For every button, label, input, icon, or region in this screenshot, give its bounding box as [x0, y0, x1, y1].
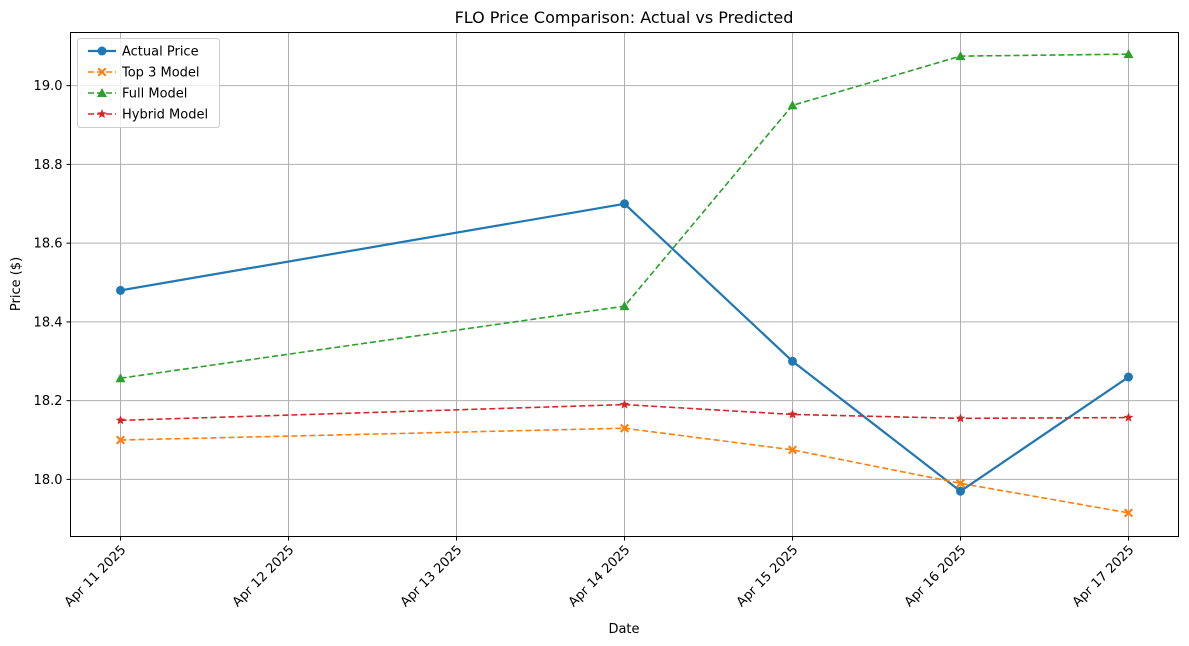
data-point	[619, 301, 630, 311]
y-tick-label: 18.6	[34, 237, 63, 252]
legend-swatch-marker	[97, 46, 107, 56]
data-point	[788, 356, 797, 366]
plot-frame	[70, 32, 1179, 537]
legend-entry: Top 3 Model	[121, 66, 200, 81]
data-point	[116, 285, 125, 295]
data-point	[115, 415, 126, 425]
data-point	[956, 478, 965, 488]
legend-swatch-marker	[97, 67, 107, 77]
data-point	[620, 423, 629, 433]
gridlines	[70, 32, 1179, 537]
y-tick-label: 18.2	[34, 394, 63, 409]
data-point	[1124, 508, 1133, 518]
series-group	[115, 49, 1134, 518]
data-point	[787, 409, 798, 419]
legend-swatch-marker	[97, 109, 107, 119]
data-point	[956, 486, 965, 496]
data-point	[955, 51, 966, 61]
legend-entry: Full Model	[122, 87, 187, 102]
data-point	[787, 100, 798, 110]
series-actual-price	[116, 199, 1133, 496]
data-point	[619, 399, 630, 409]
legend: Actual Price Top 3 Model Full Model Hybrid …	[77, 38, 220, 128]
legend-entry: Actual Price	[122, 45, 199, 60]
y-axis-label: Price ($)	[9, 257, 24, 311]
series-top-3-model	[116, 423, 1133, 518]
data-point	[1123, 412, 1134, 422]
x-axis-label: Date	[608, 622, 639, 637]
y-axis-ticks: 18.0 18.2 18.4 18.6 18.8 19.0	[34, 79, 71, 488]
series-line	[120, 427, 1129, 514]
data-point	[955, 413, 966, 423]
legend-entry: Hybrid Model	[122, 108, 208, 123]
legend-box	[77, 38, 220, 128]
data-point	[620, 199, 629, 209]
series-line	[120, 403, 1129, 422]
data-point	[115, 373, 126, 383]
data-point	[1124, 372, 1133, 382]
legend-swatch-marker	[97, 88, 107, 97]
data-point	[788, 445, 797, 455]
series-hybrid-model	[115, 399, 1134, 425]
y-tick-label: 18.0	[34, 473, 63, 488]
y-tick-label: 18.4	[34, 315, 63, 330]
y-tick-label: 18.8	[34, 158, 63, 173]
chart-title: FLO Price Comparison: Actual vs Predicte…	[455, 8, 794, 27]
series-full-model	[115, 49, 1134, 383]
data-point	[116, 435, 125, 445]
data-point	[1123, 49, 1134, 59]
y-tick-label: 19.0	[34, 79, 63, 94]
